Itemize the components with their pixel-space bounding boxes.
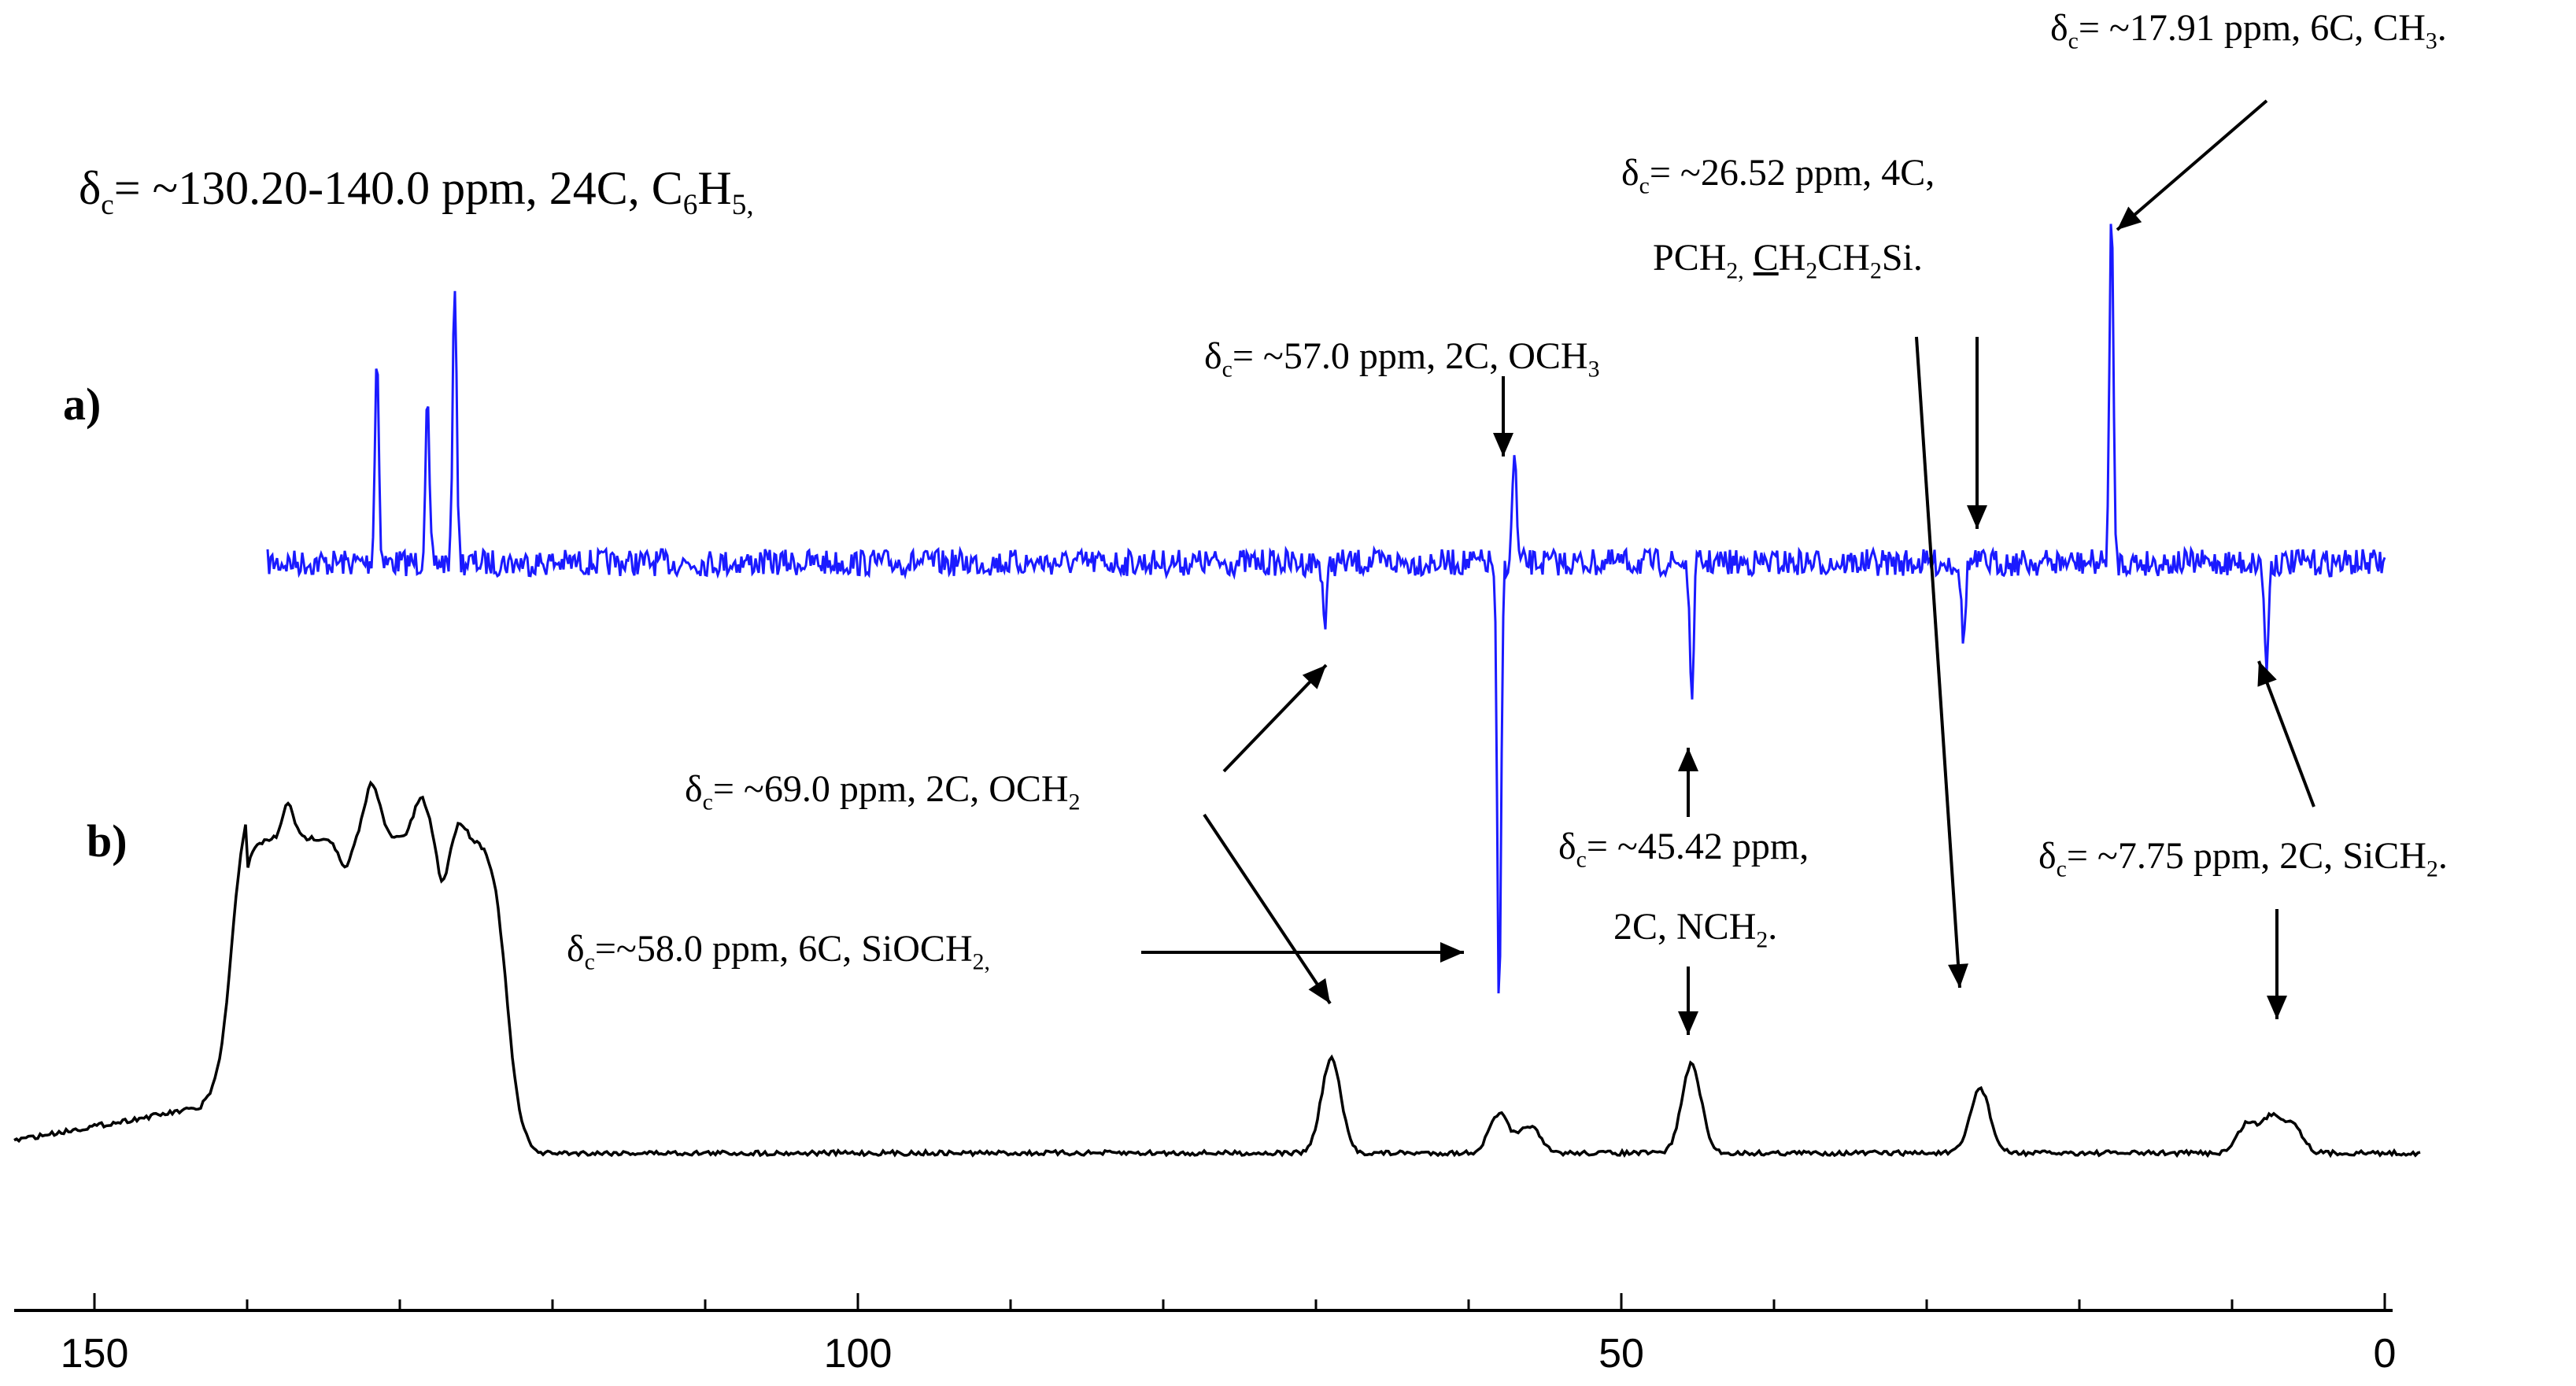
- arrow-och2-a: [1222, 663, 1328, 773]
- x-axis: 150 100 50 0: [14, 1293, 2396, 1377]
- arrow-ch3: [2116, 99, 2268, 231]
- annotation-arrows: [1141, 99, 2315, 1035]
- arrow-nch2-up: [1678, 748, 1698, 817]
- label-c6h5: δc= ~130.20-140.0 ppm, 24C, C6H5,: [79, 162, 754, 221]
- x-tick-label: 100: [824, 1331, 893, 1377]
- label-och2: δc= ~69.0 ppm, 2C, OCH2: [685, 768, 1081, 815]
- panel-label-a: a): [63, 379, 102, 430]
- label-ch3: δc= ~17.91 ppm, 6C, CH3.: [2050, 7, 2447, 54]
- arrow-sich2-up: [2257, 660, 2315, 808]
- panel-label-b: b): [87, 815, 128, 867]
- label-pch2-line2: PCH2, CH2CH2Si.: [1653, 237, 1923, 284]
- label-nch2-line2: 2C, NCH2.: [1613, 906, 1778, 953]
- arrow-och3: [1493, 376, 1513, 456]
- x-tick-label: 150: [61, 1331, 129, 1377]
- arrow-pch2-b: [1915, 336, 1968, 989]
- label-pch2-line1: δc= ~26.52 ppm, 4C,: [1621, 152, 1935, 199]
- label-och3: δc= ~57.0 ppm, 2C, OCH3: [1204, 335, 1600, 383]
- label-nch2-line1: δc= ~45.42 ppm,: [1558, 826, 1809, 873]
- arrow-pch2-a: [1967, 337, 1987, 529]
- arrow-nch2-down: [1678, 967, 1698, 1035]
- arrow-sich2-down: [2267, 909, 2287, 1019]
- x-tick-label: 50: [1598, 1331, 1644, 1377]
- spectrum-b-line: [13, 780, 2421, 1159]
- arrow-och2-b: [1203, 813, 1332, 1005]
- x-tick-label: 0: [2374, 1331, 2397, 1377]
- label-siocch2: δc=~58.0 ppm, 6C, SiOCH2,: [567, 928, 990, 975]
- spectrum-a-line: [266, 224, 2386, 994]
- label-sich2: δc= ~7.75 ppm, 2C, SiCH2.: [2038, 835, 2448, 882]
- arrow-siocch2: [1141, 942, 1464, 963]
